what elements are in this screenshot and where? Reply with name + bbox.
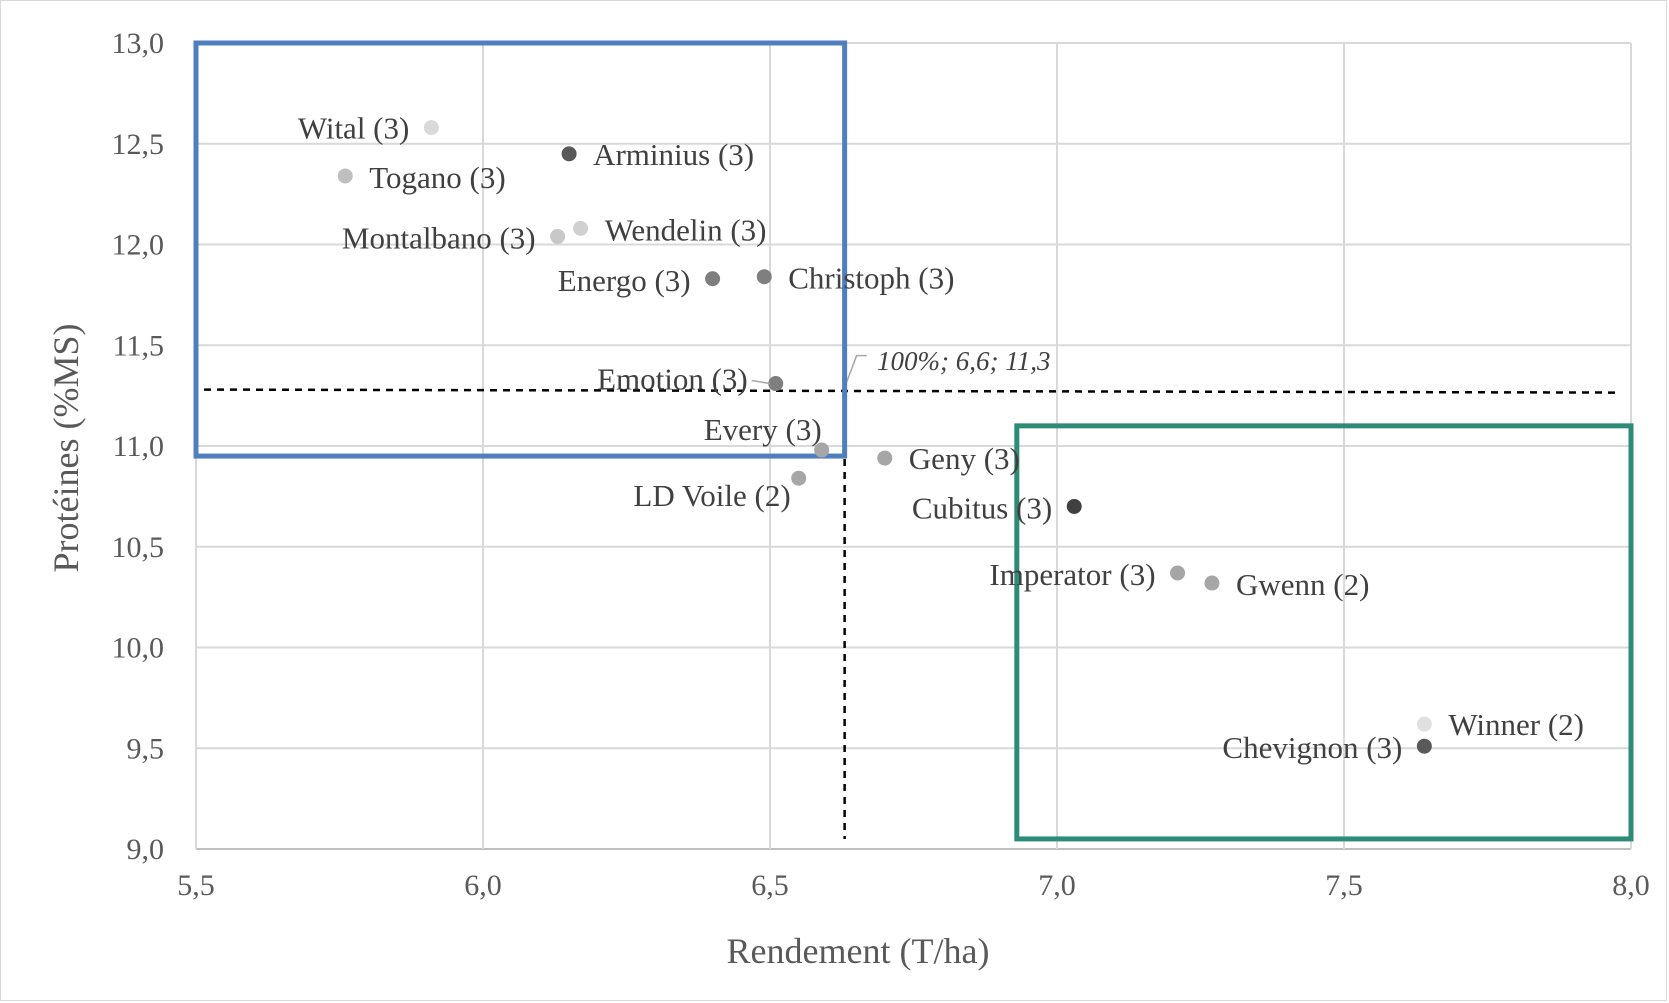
- point-label: Chevignon (3): [1222, 730, 1402, 765]
- data-point: [1416, 716, 1432, 732]
- point-label: LD Voile (2): [633, 478, 790, 513]
- point-label: Arminius (3): [593, 137, 754, 172]
- y-tick-label: 11,5: [113, 329, 164, 362]
- highlight-box-blue: [193, 40, 848, 459]
- point-label: Wendelin (3): [605, 212, 767, 247]
- data-point: [1066, 498, 1082, 514]
- data-point: [814, 442, 830, 458]
- x-tick-label: 8,0: [1612, 869, 1650, 902]
- data-point: [337, 168, 353, 184]
- point-label: Montalbano (3): [342, 220, 536, 255]
- x-tick-label: 7,0: [1038, 869, 1076, 902]
- data-point: [877, 450, 893, 466]
- callout-leader: [843, 354, 867, 388]
- point-label: Christoph (3): [788, 261, 954, 296]
- data-point: [1204, 575, 1220, 591]
- x-tick-label: 5,5: [177, 869, 215, 902]
- point-label: Imperator (3): [989, 557, 1155, 592]
- highlight-boxes: [193, 40, 1634, 842]
- point-label: Geny (3): [909, 441, 1020, 476]
- point-label: Winner (2): [1448, 707, 1584, 742]
- x-tick-label: 6,0: [464, 869, 502, 902]
- data-point: [423, 120, 439, 136]
- point-label: Togano (3): [369, 160, 505, 195]
- data-point: [768, 376, 784, 392]
- data-point: [1170, 565, 1186, 581]
- highlight-box-green: [1014, 423, 1634, 842]
- data-point: [550, 228, 566, 244]
- point-label: Energo (3): [558, 263, 691, 298]
- y-tick-label: 11,0: [113, 430, 164, 463]
- data-point: [1416, 738, 1432, 754]
- point-label: Gwenn (2): [1236, 567, 1369, 602]
- x-tick-label: 7,5: [1325, 869, 1363, 902]
- data-point: [756, 269, 772, 285]
- point-label: Wital (3): [298, 111, 410, 146]
- y-tick-label: 12,0: [112, 229, 165, 262]
- data-point: [791, 470, 807, 486]
- y-tick-label: 13,0: [112, 27, 165, 60]
- point-label: Emotion (3): [597, 362, 748, 397]
- point-labels: Wital (3) Arminius (3) Togano (3) Wendelin …: [298, 111, 1584, 766]
- y-tick-label: 9,5: [127, 732, 165, 765]
- data-point: [705, 271, 721, 287]
- data-point: [573, 220, 589, 236]
- data-points: [337, 120, 1432, 754]
- y-tick-label: 12,5: [112, 128, 165, 161]
- point-label: Cubitus (3): [912, 490, 1052, 525]
- reference-callout: 100%; 6,6; 11,3: [877, 346, 1050, 376]
- x-tick-label: 6,5: [751, 869, 789, 902]
- axis-ticks: 9,0 9,5 10,0 10,5 11,0 11,5 12,0 12,5 13,0 5,5 6,0…: [112, 27, 1650, 902]
- data-point: [561, 146, 577, 162]
- reference-line-horizontal: [203, 388, 1616, 394]
- x-axis-title: Rendement (T/ha): [727, 931, 990, 971]
- point-label: Every (3): [704, 412, 822, 447]
- y-tick-label: 10,5: [112, 531, 165, 564]
- label-leader: [751, 379, 770, 385]
- y-axis-title: Protéines (%MS): [46, 324, 86, 573]
- y-tick-label: 10,0: [112, 632, 165, 665]
- y-tick-label: 9,0: [127, 833, 165, 866]
